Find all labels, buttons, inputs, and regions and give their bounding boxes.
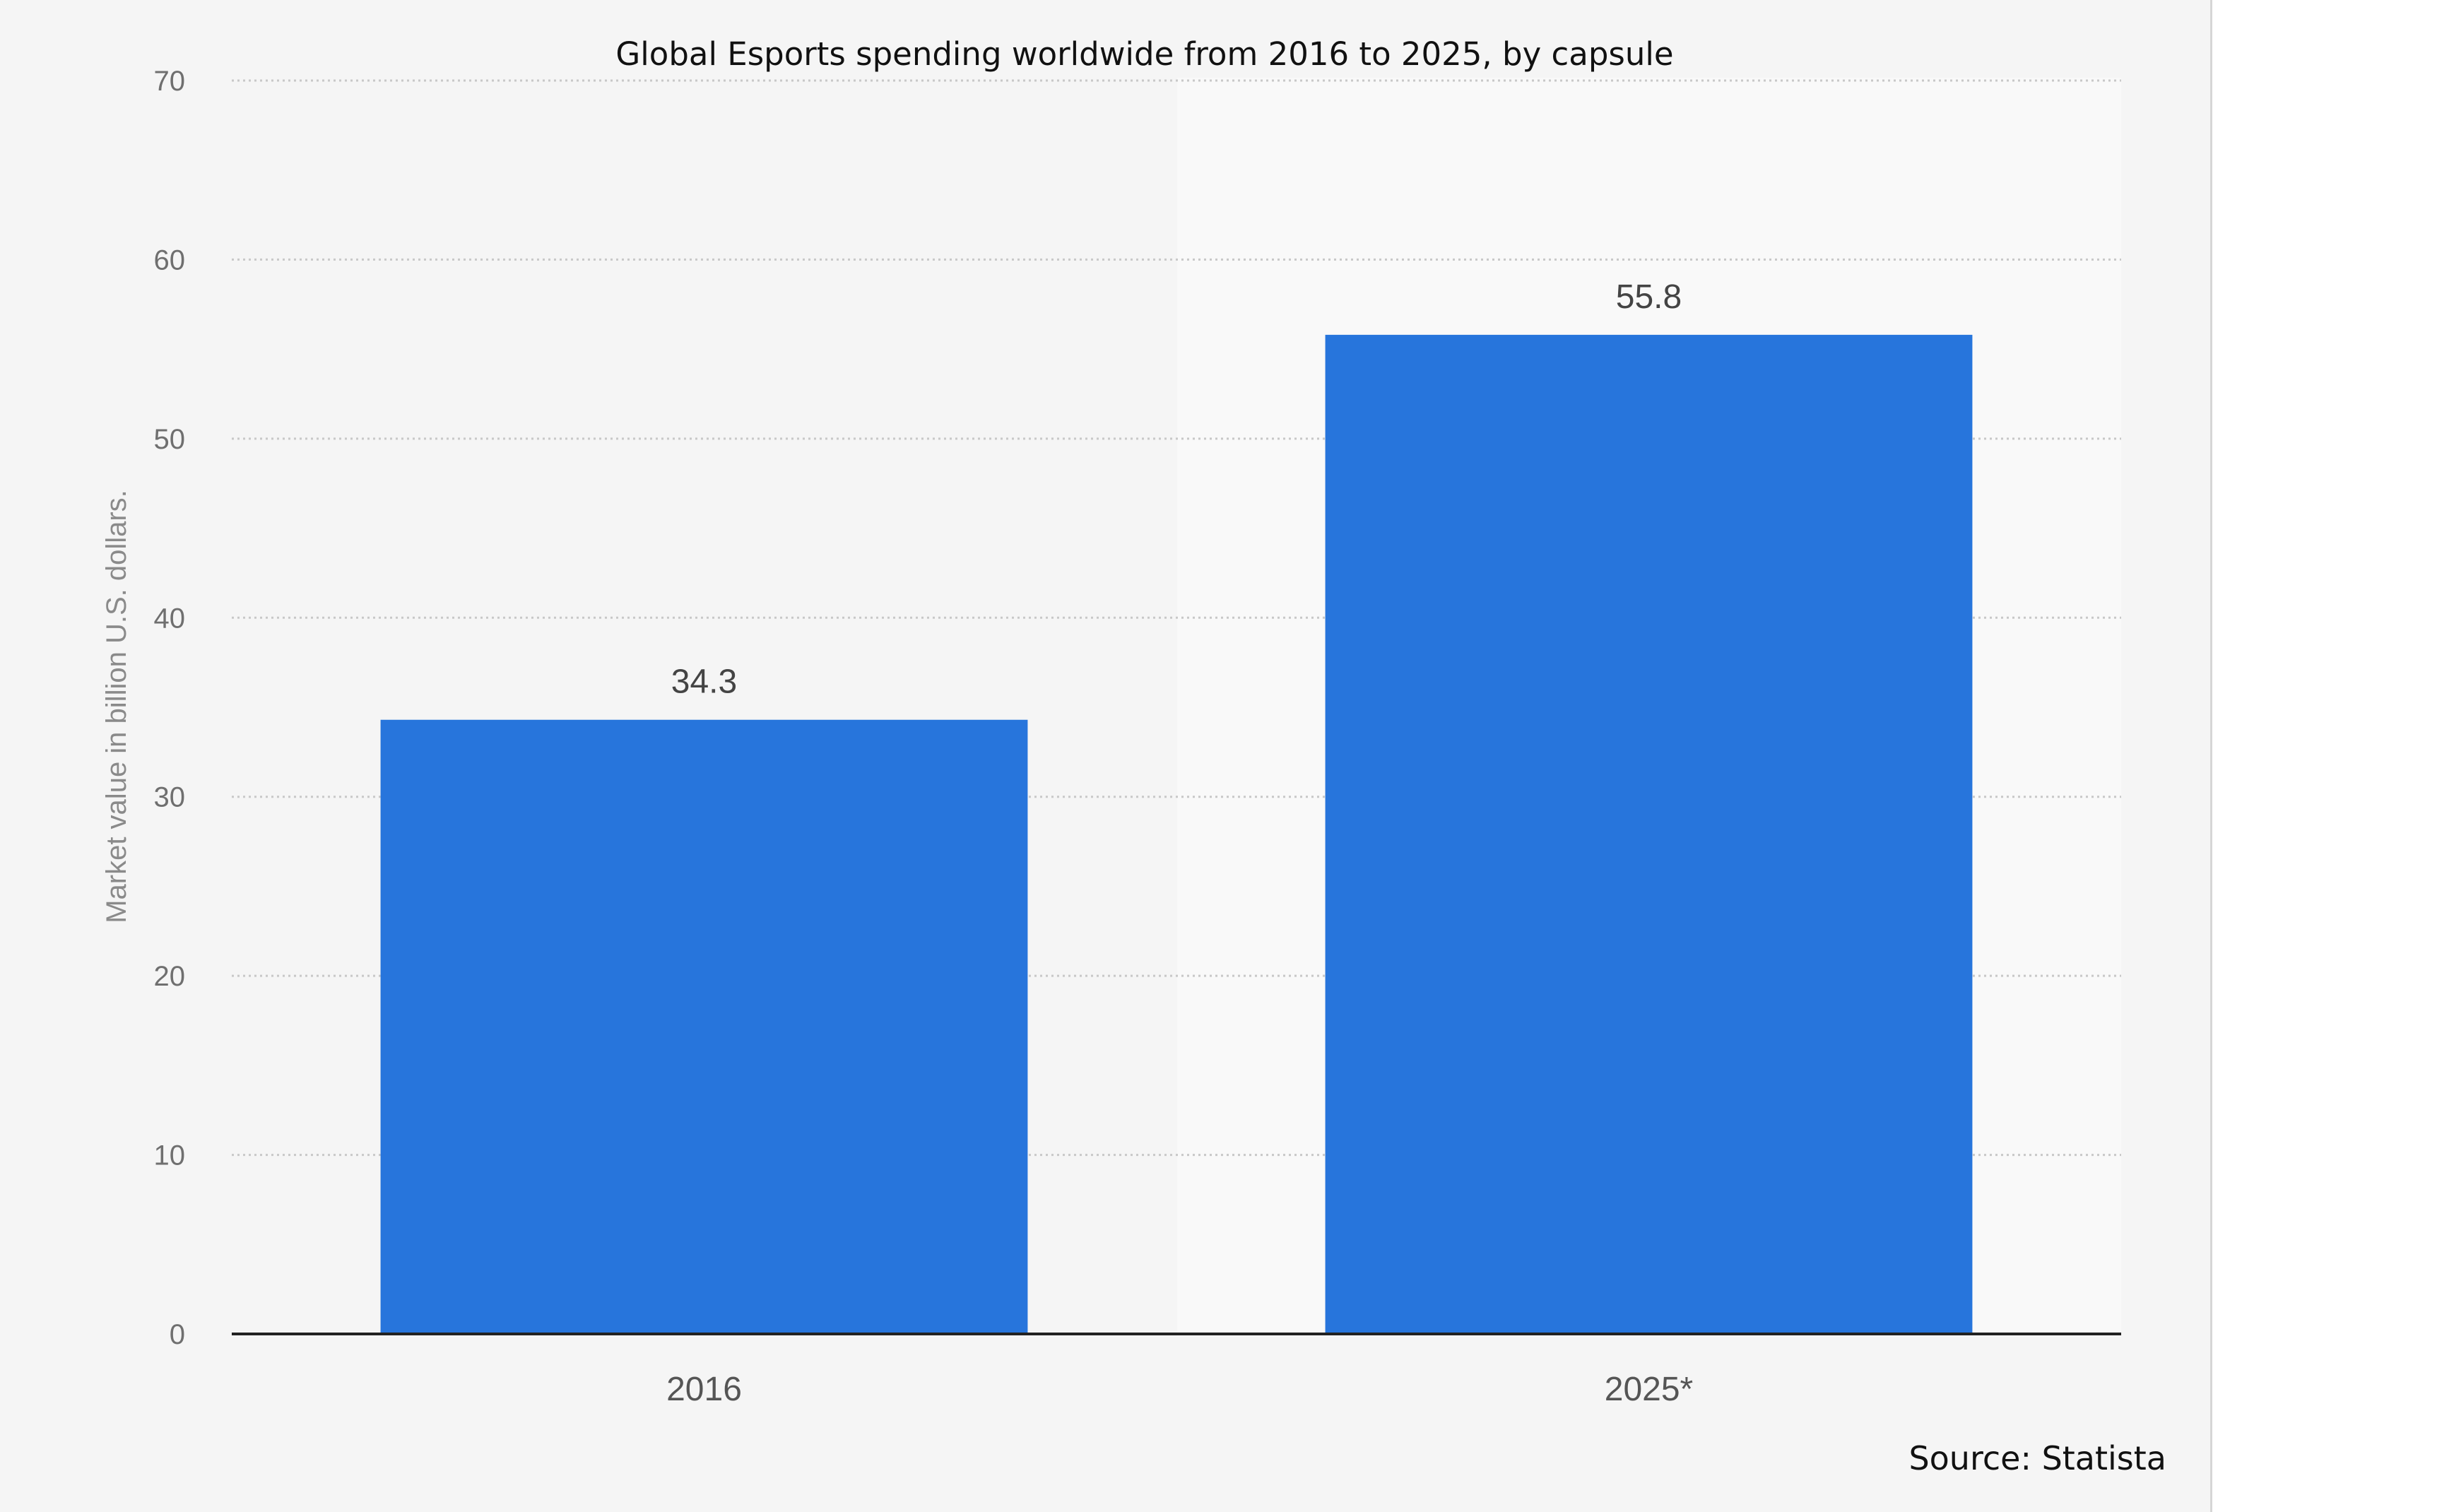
y-tick-label: 70 (154, 66, 186, 97)
y-tick-label: 40 (154, 603, 186, 634)
y-axis-label: Market value in billion U.S. dollars. (101, 490, 132, 923)
y-tick-label: 50 (154, 424, 186, 455)
gridlines (232, 79, 2121, 1157)
data-label: 34.3 (671, 663, 737, 701)
bar-2025 (1325, 334, 1973, 1335)
x-axis-ticks: 2016 2025* (666, 1371, 1693, 1408)
y-axis-ticks: 0 10 20 30 40 50 60 70 (154, 66, 186, 1350)
data-labels: 34.3 55.8 (671, 278, 1682, 701)
bar-chart: 0 10 20 30 40 50 60 70 34.3 55.8 2016 2025* Globa… (101, 35, 2166, 1477)
chart-title: Global Esports spending worldwide from 2… (615, 35, 1673, 73)
bars (380, 334, 1973, 1335)
y-tick-label: 60 (154, 244, 186, 276)
y-tick-label: 10 (154, 1140, 186, 1171)
y-tick-label: 30 (154, 782, 186, 813)
x-tick-label: 2025* (1605, 1371, 1693, 1408)
bar-2016 (380, 719, 1028, 1334)
data-label: 55.8 (1616, 278, 1682, 316)
source-note: Source: Statista (1908, 1439, 2166, 1477)
y-tick-label: 20 (154, 961, 186, 992)
panel-border (2210, 0, 2212, 1512)
x-tick-label: 2016 (666, 1371, 742, 1408)
y-tick-label: 0 (170, 1319, 185, 1350)
